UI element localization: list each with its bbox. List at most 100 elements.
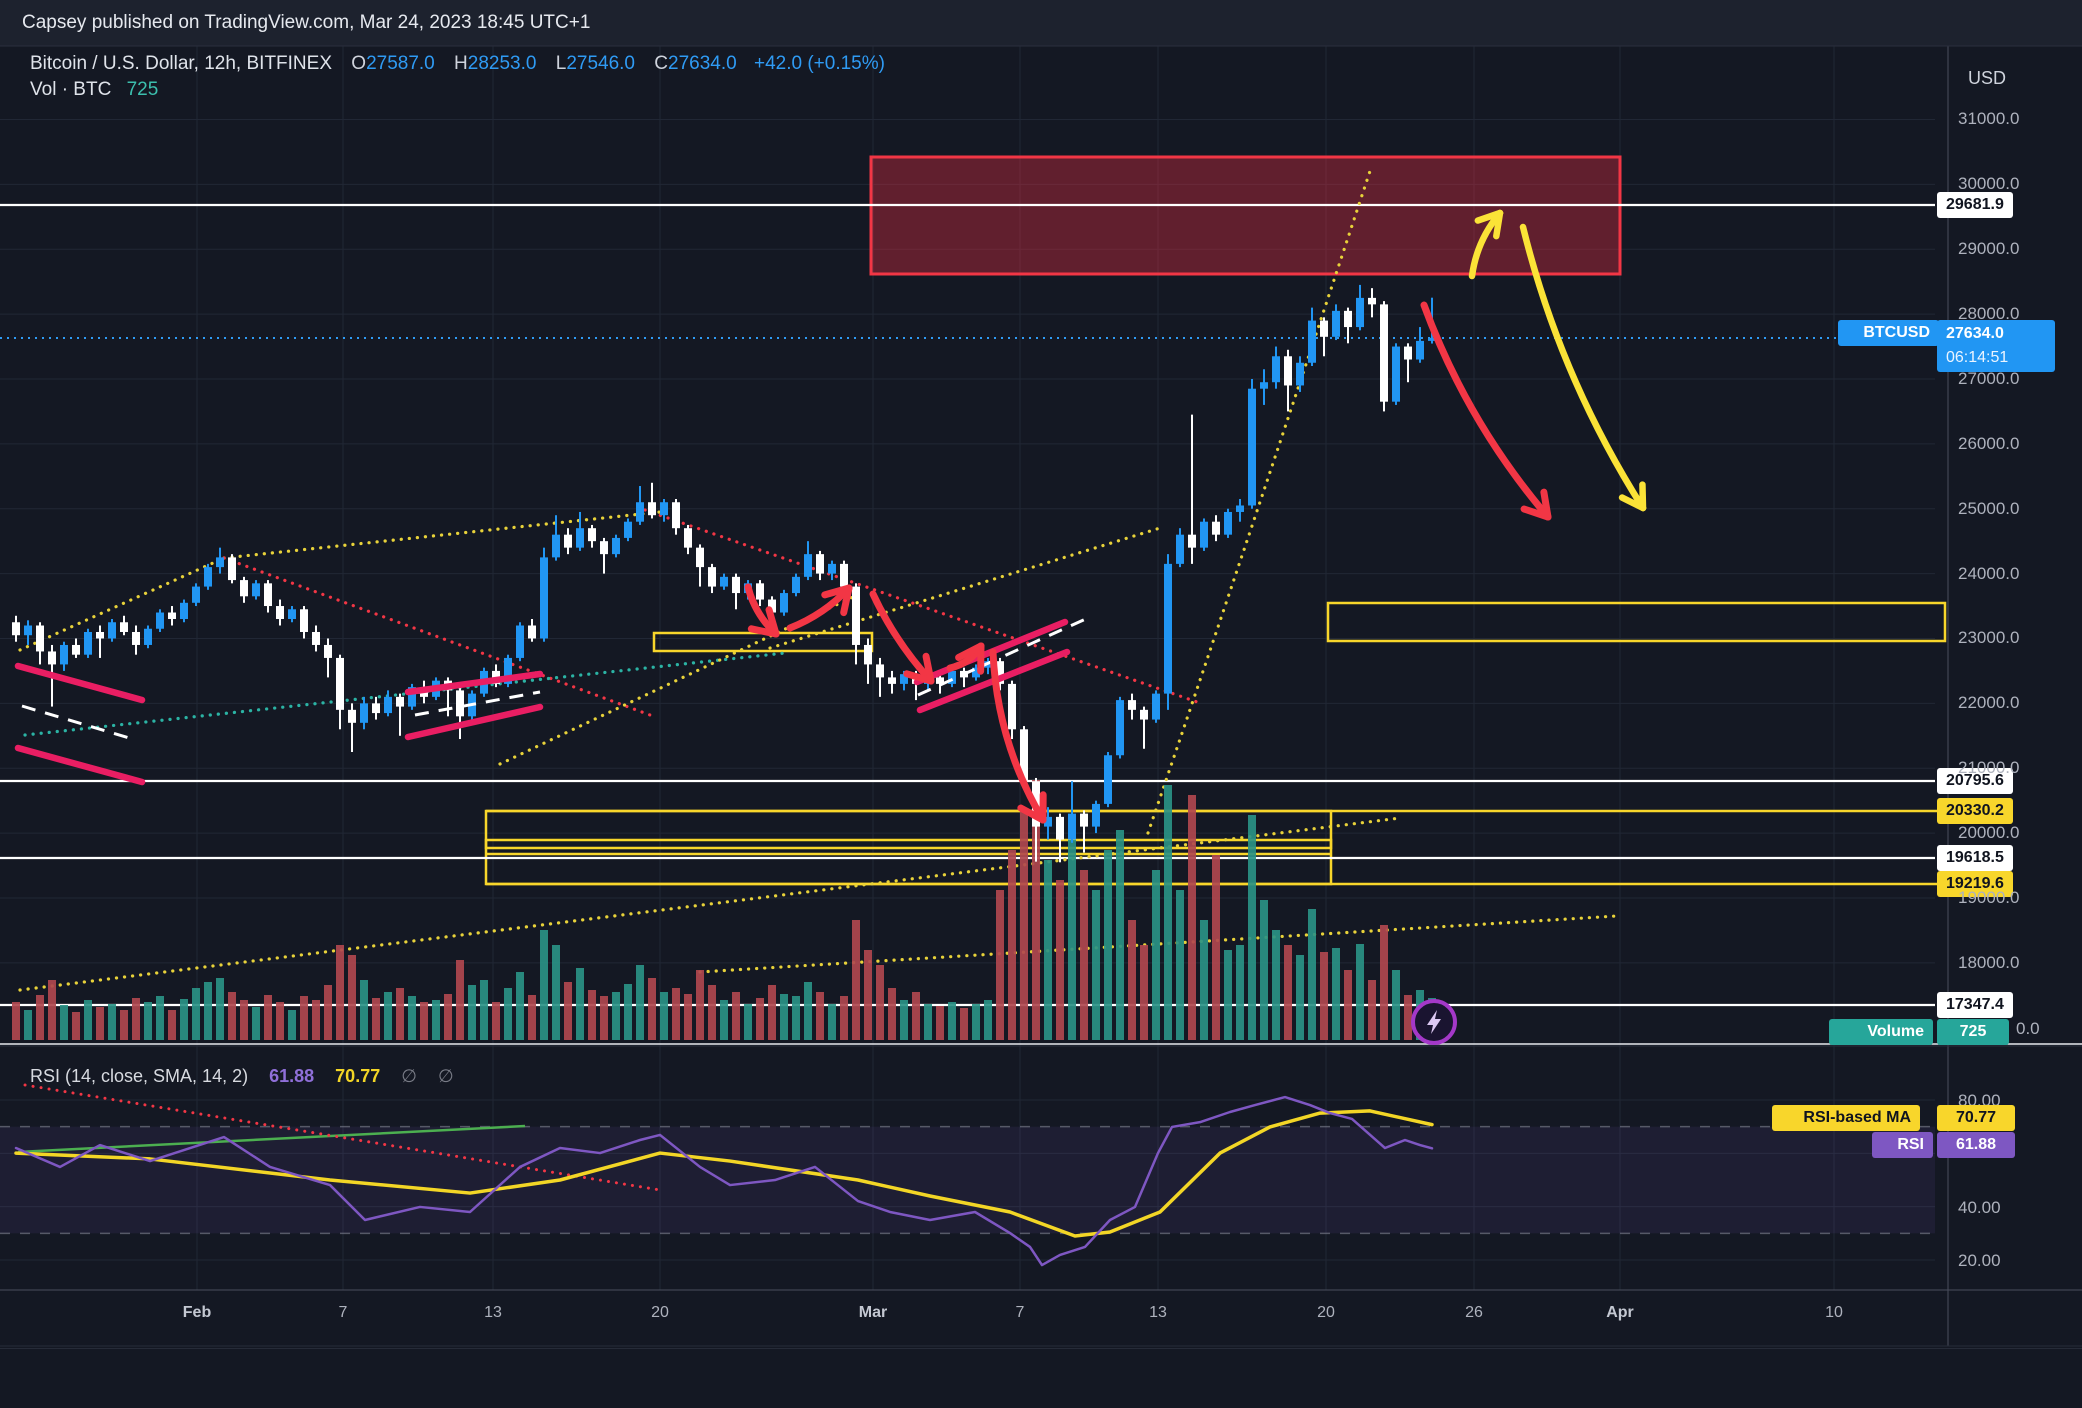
volume-bar bbox=[900, 1000, 908, 1040]
volume-bar bbox=[432, 1000, 440, 1040]
volume-bar bbox=[1068, 840, 1076, 1040]
volume-bar bbox=[672, 988, 680, 1040]
candle-body bbox=[108, 622, 116, 639]
volume-bar bbox=[1296, 955, 1304, 1040]
volume-bar bbox=[636, 965, 644, 1040]
volume-bar bbox=[912, 992, 920, 1040]
candle-body bbox=[660, 502, 668, 516]
yellow-arrow-head bbox=[1618, 494, 1647, 512]
volume-bar bbox=[156, 996, 164, 1040]
rsi-value-tag[interactable]: 61.88 bbox=[1937, 1132, 2015, 1158]
price-label-zone-top[interactable]: 20330.2 bbox=[1937, 798, 2013, 824]
candle-body bbox=[1152, 693, 1160, 720]
volume-bar bbox=[444, 994, 452, 1040]
volume-bar bbox=[1224, 950, 1232, 1040]
volume-bar bbox=[1236, 945, 1244, 1040]
price-label-support1[interactable]: 20795.6 bbox=[1937, 768, 2013, 794]
price-label-support3[interactable]: 17347.4 bbox=[1937, 992, 2013, 1018]
candle-body bbox=[1332, 310, 1340, 337]
candle-body bbox=[228, 557, 236, 581]
candle-body bbox=[1260, 382, 1268, 389]
symbol-title[interactable]: Bitcoin / U.S. Dollar, 12h, BITFINEX bbox=[30, 53, 332, 74]
candle-body bbox=[1212, 521, 1220, 535]
volume-bar bbox=[168, 1010, 176, 1040]
volume-bar bbox=[108, 1004, 116, 1040]
volume-axis-tag[interactable]: Volume bbox=[1829, 1019, 1933, 1045]
rsi-axis-tag[interactable]: RSI bbox=[1872, 1132, 1933, 1158]
volume-bar bbox=[84, 1000, 92, 1040]
volume-value-tag[interactable]: 725 bbox=[1937, 1019, 2009, 1045]
volume-bar bbox=[60, 1005, 68, 1040]
pink-trendline bbox=[404, 703, 544, 741]
last-price-label[interactable]: 27634.0 06:14:51 bbox=[1937, 320, 2055, 372]
last-price-value: 27634.0 bbox=[1946, 325, 2004, 342]
rsi-header[interactable]: RSI (14, close, SMA, 14, 2) 61.88 70.77 … bbox=[30, 1066, 454, 1087]
price-tick: 29000.0 bbox=[1958, 239, 2020, 259]
candle-body bbox=[684, 528, 692, 548]
volume-bar bbox=[960, 1008, 968, 1040]
volume-bar bbox=[252, 1007, 260, 1040]
price-label-support2[interactable]: 19618.5 bbox=[1937, 845, 2013, 871]
white-dashed-trendline bbox=[21, 704, 137, 742]
volume-bar bbox=[24, 1010, 32, 1040]
candle-body bbox=[132, 631, 140, 645]
volume-bar bbox=[828, 1004, 836, 1040]
axis-currency: USD bbox=[1968, 68, 2007, 88]
dotted-trendline bbox=[222, 510, 662, 560]
symbol-axis-tag[interactable]: BTCUSD bbox=[1838, 320, 1939, 346]
candle-body bbox=[1344, 310, 1352, 328]
rsi-ma-value: 70.77 bbox=[335, 1066, 381, 1086]
published-text: Capsey published on TradingView.com, Mar… bbox=[22, 12, 591, 33]
volume-header[interactable]: Vol · BTC 725 bbox=[30, 79, 158, 101]
candle-body bbox=[216, 557, 224, 568]
red-arrow-head bbox=[955, 642, 985, 662]
candle-body bbox=[1188, 534, 1196, 548]
price-tick: 28000.0 bbox=[1958, 304, 2020, 324]
candle-body bbox=[624, 521, 632, 538]
price-tick: 27000.0 bbox=[1958, 368, 2020, 388]
bar-countdown: 06:14:51 bbox=[1946, 349, 2009, 366]
open-value: 27587.0 bbox=[366, 53, 435, 74]
candle-body bbox=[276, 606, 284, 620]
volume-bar bbox=[1092, 890, 1100, 1040]
rsi-title[interactable]: RSI (14, close, SMA, 14, 2) bbox=[30, 1066, 249, 1086]
volume-bar bbox=[1164, 785, 1172, 1040]
red-arrow-head bbox=[765, 606, 780, 638]
candle-body bbox=[1104, 755, 1112, 804]
price-label-resistance[interactable]: 29681.9 bbox=[1937, 192, 2013, 218]
candle-body bbox=[720, 576, 728, 587]
rsi-ma-axis-tag[interactable]: RSI-based MA bbox=[1772, 1105, 1920, 1131]
close-label: C bbox=[654, 53, 669, 74]
time-tick: 26 bbox=[1465, 1304, 1483, 1321]
candle-body bbox=[600, 541, 608, 555]
volume-bar bbox=[408, 996, 416, 1040]
yellow-zone-box bbox=[652, 631, 874, 653]
candle-body bbox=[1080, 813, 1088, 827]
volume-bar bbox=[816, 992, 824, 1040]
candle-body bbox=[180, 602, 188, 620]
rsi-value: 61.88 bbox=[269, 1066, 315, 1086]
symbol-header[interactable]: Bitcoin / U.S. Dollar, 12h, BITFINEX O27… bbox=[30, 53, 885, 75]
pink-trendline bbox=[404, 670, 544, 696]
candle-body bbox=[456, 690, 464, 717]
yellow-arrow bbox=[1519, 223, 1647, 512]
candle-body bbox=[1320, 320, 1328, 337]
candle-body bbox=[852, 586, 860, 645]
price-label-zone-bottom[interactable]: 19219.6 bbox=[1937, 871, 2013, 897]
candle-body bbox=[1044, 816, 1052, 827]
candle-body bbox=[360, 703, 368, 723]
rsi-ma-value-tag[interactable]: 70.77 bbox=[1937, 1105, 2015, 1131]
rsi-empty-1: ∅ bbox=[401, 1066, 417, 1086]
candle-body bbox=[264, 583, 272, 607]
volume-bar bbox=[228, 992, 236, 1040]
time-tick: 20 bbox=[1317, 1304, 1335, 1321]
pink-trendline bbox=[14, 662, 146, 704]
candle-body bbox=[324, 644, 332, 658]
volume-bar bbox=[1368, 980, 1376, 1040]
candle-body bbox=[168, 612, 176, 620]
candle-body bbox=[60, 644, 68, 665]
volume-bar bbox=[744, 1004, 752, 1040]
candle-body bbox=[528, 625, 536, 639]
candle-body bbox=[648, 502, 656, 516]
